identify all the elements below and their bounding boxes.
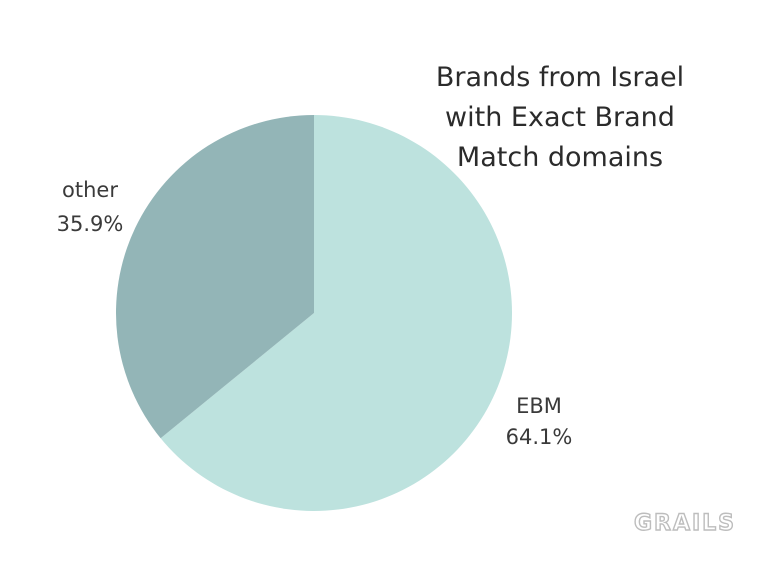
chart-title-line-2: with Exact Brand (445, 102, 675, 133)
pie-slice-other (116, 115, 315, 439)
slice-label-other-value: 35.9% (57, 212, 124, 236)
pie-slices (116, 115, 513, 512)
grails-logo: GRAILS (634, 511, 736, 536)
slice-label-ebm-value: 64.1% (506, 425, 573, 449)
slice-labels: EBM 64.1% other 35.9% (57, 178, 573, 449)
slice-label-ebm-name: EBM (516, 394, 562, 418)
slice-label-other-name: other (62, 178, 118, 202)
pie-slice-ebm (160, 115, 513, 512)
chart-title-line-1: Brands from Israel (436, 62, 684, 93)
chart-title-line-3: Match domains (457, 142, 663, 173)
